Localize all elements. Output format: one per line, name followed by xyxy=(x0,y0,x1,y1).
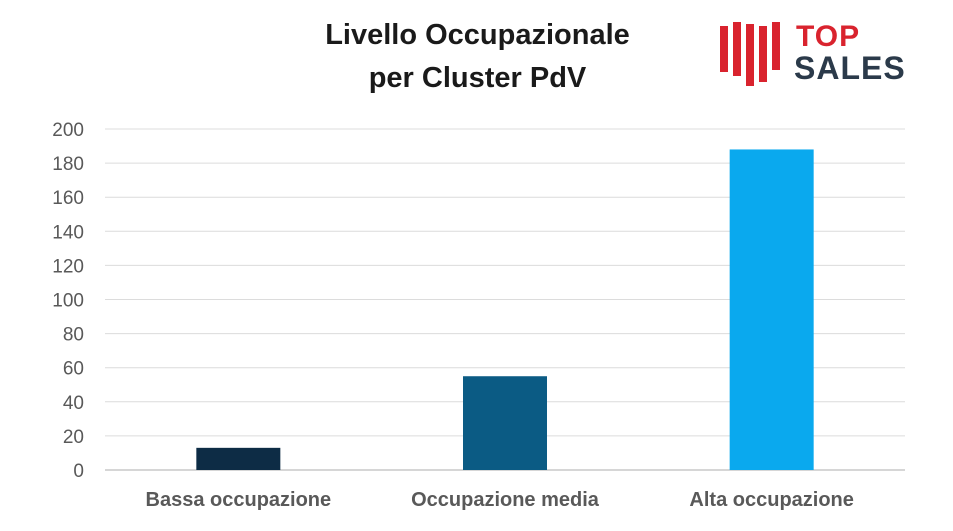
x-category-label: Alta occupazione xyxy=(689,489,853,511)
bar-occupazione-media xyxy=(463,376,547,470)
y-tick-label: 140 xyxy=(52,222,84,243)
logo-word-top: TOP xyxy=(796,20,861,53)
x-category-label: Bassa occupazione xyxy=(146,489,332,511)
logo-word-sales: SALES xyxy=(794,50,906,86)
bar-bassa-occupazione xyxy=(196,447,281,470)
logo-stripe xyxy=(746,24,754,86)
y-tick-label: 160 xyxy=(52,188,84,209)
y-tick-label: 120 xyxy=(52,256,84,277)
chart-title-line-2: per Cluster PdV xyxy=(368,62,587,94)
y-tick-label: 20 xyxy=(63,427,84,448)
y-tick-label: 40 xyxy=(63,393,84,414)
x-axis-categories: Bassa occupazione Occupazione media Alta o… xyxy=(146,489,854,511)
y-tick-label: 0 xyxy=(73,461,84,482)
bar-alta-occupazione xyxy=(729,149,814,470)
x-category-label: Occupazione media xyxy=(411,489,600,511)
top-sales-logo: TOP SALES xyxy=(720,20,920,86)
chart-title-line-1: Livello Occupazionale xyxy=(325,19,630,51)
y-tick-label: 200 xyxy=(52,120,84,141)
logo-stripe xyxy=(772,22,780,70)
y-tick-label: 100 xyxy=(52,291,84,312)
chart-title: Livello Occupazionale per Cluster PdV xyxy=(250,14,705,100)
logo-stripe xyxy=(733,22,741,76)
logo-stripe xyxy=(720,26,728,72)
logo-stripe xyxy=(759,26,767,82)
y-axis-ticks: 0 20 40 60 80 100 120 140 160 180 200 xyxy=(52,120,84,482)
bars xyxy=(196,149,814,470)
y-tick-label: 180 xyxy=(52,154,84,175)
y-tick-label: 60 xyxy=(63,359,84,380)
y-tick-label: 80 xyxy=(63,325,84,346)
